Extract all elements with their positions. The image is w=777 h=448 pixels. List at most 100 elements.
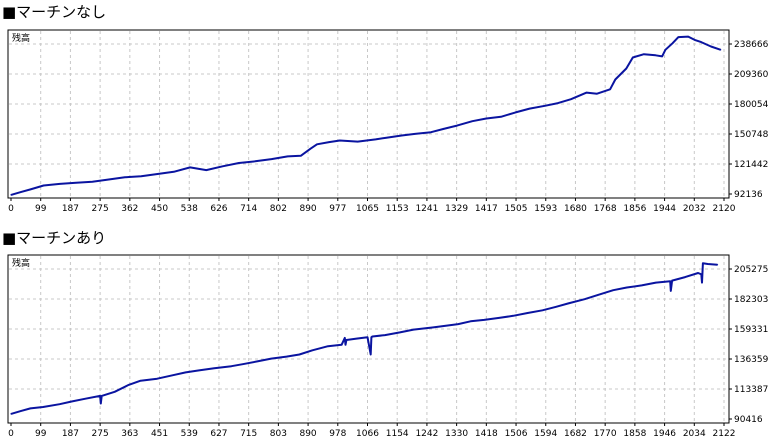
- x-tick-label: 890: [299, 204, 316, 214]
- data-point: [614, 78, 616, 81]
- data-point: [684, 276, 686, 278]
- y-tick-label: 90416: [734, 415, 763, 425]
- x-tick-label: 802: [270, 204, 287, 214]
- data-point: [287, 155, 289, 157]
- data-point: [567, 302, 570, 304]
- data-point: [311, 349, 313, 351]
- data-point: [431, 326, 433, 329]
- data-point: [173, 171, 175, 173]
- x-tick-label: 2034: [683, 429, 706, 439]
- data-point: [512, 315, 514, 317]
- data-point: [655, 54, 657, 56]
- x-tick-label: 1944: [653, 204, 676, 214]
- data-point: [344, 337, 346, 339]
- x-tick-label: 1329: [445, 204, 468, 214]
- data-point: [716, 264, 719, 266]
- data-point: [328, 141, 330, 143]
- x-tick-label: 0: [8, 204, 14, 214]
- x-tick-label: 803: [270, 429, 287, 439]
- data-point: [702, 262, 704, 264]
- data-point: [124, 176, 126, 178]
- data-point: [384, 334, 386, 336]
- series-label: 残高: [12, 257, 30, 269]
- data-point: [700, 41, 702, 43]
- data-point: [694, 39, 696, 41]
- data-point: [156, 378, 158, 380]
- data-point: [515, 111, 517, 113]
- data-point: [701, 282, 703, 284]
- data-point: [185, 371, 187, 373]
- data-point: [664, 49, 667, 51]
- plot-frame: [7, 29, 730, 199]
- data-point: [687, 36, 689, 38]
- x-tick-label: 1153: [386, 204, 409, 214]
- data-point: [541, 309, 544, 311]
- x-tick-label: 99: [35, 429, 47, 439]
- data-point: [344, 344, 347, 346]
- y-tick-label: 150748: [734, 130, 769, 140]
- chart-no-martingale: 0 99 187 275 362 450 538 626 714 802 890 977 1065 115…: [7, 29, 769, 214]
- data-point: [597, 294, 599, 296]
- data-point: [632, 56, 634, 59]
- x-tick-label: 1770: [594, 429, 617, 439]
- data-point: [500, 116, 502, 118]
- x-tick-label: 187: [62, 204, 79, 214]
- data-point: [441, 325, 443, 327]
- data-point: [205, 169, 207, 171]
- data-point: [443, 128, 445, 130]
- chart-1-title: ■マーチンなし: [2, 3, 107, 21]
- x-tick-label: 890: [299, 429, 316, 439]
- x-tick-label: 2122: [713, 429, 736, 439]
- x-tick-label: 978: [329, 429, 346, 439]
- data-point: [327, 345, 329, 347]
- y-tick-label: 205275: [734, 265, 768, 275]
- data-point: [456, 125, 458, 127]
- x-tick-label: 977: [329, 204, 346, 214]
- data-point: [300, 155, 302, 157]
- y-tick-label: 121442: [734, 160, 768, 170]
- data-point: [555, 306, 557, 308]
- data-point: [643, 53, 645, 55]
- x-tick-label: 450: [151, 204, 168, 214]
- x-tick-label: 1506: [505, 429, 528, 439]
- x-tick-label: 1330: [445, 429, 468, 439]
- data-point: [198, 369, 200, 371]
- x-tick-label: 1242: [415, 429, 438, 439]
- y-tick-label: 92136: [734, 190, 763, 200]
- y-tick-label: 209360: [734, 70, 769, 80]
- x-tick-label: 1417: [475, 204, 498, 214]
- data-point: [671, 280, 673, 282]
- x-tick-label: 275: [92, 429, 109, 439]
- x-tick-label: 1065: [356, 204, 379, 214]
- data-point: [99, 395, 101, 397]
- data-point: [720, 49, 722, 51]
- data-point: [108, 178, 110, 181]
- data-point: [371, 335, 373, 338]
- y-tick-label: 159331: [734, 325, 768, 335]
- y-tick-label: 113387: [734, 385, 768, 395]
- data-point: [700, 273, 702, 275]
- data-point: [430, 131, 432, 133]
- data-point: [557, 102, 559, 104]
- data-point: [612, 289, 614, 291]
- x-tick-label: 626: [210, 204, 227, 214]
- data-point: [412, 329, 415, 331]
- x-tick-label: 363: [121, 429, 138, 439]
- data-point: [339, 139, 341, 142]
- data-point: [355, 338, 358, 340]
- data-point: [10, 194, 12, 196]
- x-tick-label: 99: [35, 204, 47, 214]
- x-tick-label: 1856: [623, 204, 646, 214]
- data-point: [128, 384, 130, 386]
- data-point: [385, 137, 387, 139]
- chart-2-title: ■マーチンあり: [2, 229, 107, 247]
- series-label: 残高: [12, 32, 30, 44]
- data-point: [270, 358, 272, 360]
- data-point: [71, 400, 73, 403]
- data-point: [677, 36, 680, 38]
- x-tick-label: 1241: [415, 204, 438, 214]
- data-point: [471, 120, 473, 122]
- x-tick-label: 1682: [564, 429, 587, 439]
- x-tick-label: 1418: [475, 429, 498, 439]
- data-point: [596, 93, 598, 95]
